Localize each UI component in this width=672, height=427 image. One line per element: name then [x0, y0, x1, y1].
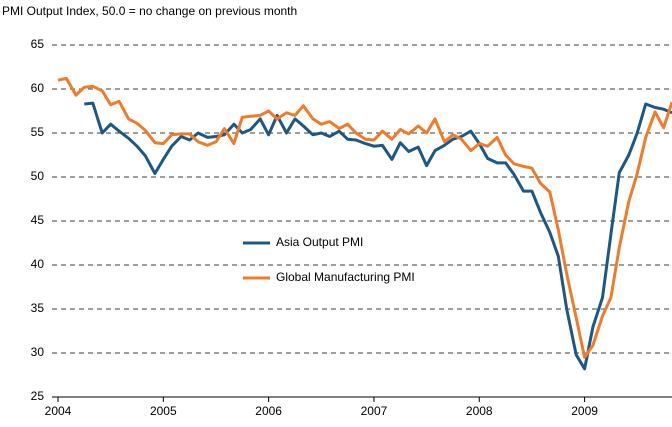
x-tick-label: 2005 [150, 404, 177, 418]
y-tick-label: 25 [31, 389, 45, 403]
chart-title: PMI Output Index, 50.0 = no change on pr… [2, 4, 297, 18]
y-tick-label: 50 [31, 169, 45, 183]
x-tick-label: 2008 [466, 404, 493, 418]
x-tick-label: 2007 [361, 404, 388, 418]
y-tick-label: 40 [31, 257, 45, 271]
y-tick-label: 35 [31, 301, 45, 315]
series-line [84, 101, 672, 371]
legend-label: Asia Output PMI [276, 235, 363, 249]
y-tick-label: 55 [31, 125, 45, 139]
y-tick-label: 30 [31, 345, 45, 359]
plot-area [57, 76, 672, 371]
y-tick-label: 45 [31, 213, 45, 227]
x-tick-label: 2006 [255, 404, 282, 418]
y-tick-label: 60 [31, 81, 45, 95]
x-tick-label: 2009 [571, 404, 598, 418]
x-tick-label: 2004 [45, 404, 72, 418]
y-tick-label: 65 [31, 37, 45, 51]
series-line [57, 76, 672, 359]
legend-label: Global Manufacturing PMI [276, 270, 415, 284]
